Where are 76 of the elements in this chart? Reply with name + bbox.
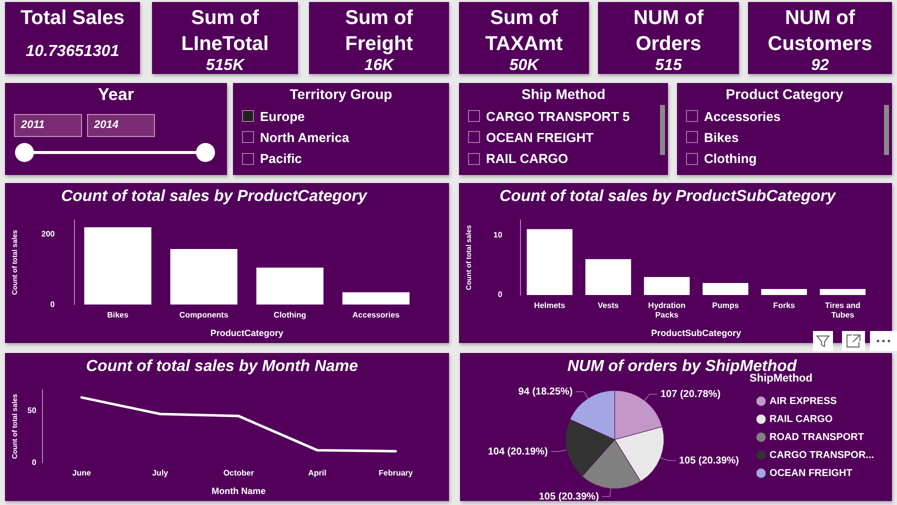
text: Ship Method [520,86,606,102]
chart-title: Count of total sales by ProductCategory [61,188,368,206]
text: NUM of Customers [766,6,874,57]
y-tick-label: 200 [41,229,56,238]
bar [526,229,572,295]
text: North America [260,130,350,145]
text: 10.73651301 [26,42,120,60]
y-tick-label: 0 [498,290,503,300]
text: Accessories [704,108,781,124]
chart-title: NUM of orders by ShipMethod [567,358,798,376]
text: Sum of Freight [344,6,414,57]
data-label: 105 (20.39%) [678,455,739,466]
x-tick-label: Vests [598,301,620,310]
text: Year [97,85,135,105]
chart-title: Count of total sales by Month Name [86,358,358,376]
x-tick-label: Components [179,310,229,320]
text: 92 [811,57,829,75]
x-tick-label: Pumps [712,301,740,310]
x-tick-label: Bikes [107,310,129,320]
x-axis-title: ProductSubCategory [651,328,742,338]
input-field: 2011 [14,114,82,137]
x-tick-label: February [378,468,414,478]
bar [820,289,866,295]
x-tick-label: Forks [773,301,796,310]
x-tick-label: June [72,468,92,478]
text: NUM of Orders [632,6,705,57]
legend-label: AIR EXPRESS [770,396,838,407]
text: Total Sales [20,6,125,31]
bar [702,283,748,295]
x-tick-label: Accessories [352,310,400,320]
bar [342,292,410,305]
text: OCEAN FREIGHT [486,130,594,145]
text: Pacific [260,151,302,166]
data-label: 105 (20.39%) [538,491,599,502]
legend-label: CARGO TRANSPOR... [770,450,874,461]
text: 16K [364,57,394,75]
text: 515K [206,57,244,75]
text: Clothing [704,151,757,166]
x-tick-label: October [223,468,254,478]
data-label: 94 (18.25%) [518,386,573,398]
bar [84,227,152,305]
y-tick-label: 10 [493,230,503,240]
x-tick-label: Tires and Tubes [824,301,861,320]
y-tick-label: 0 [50,300,56,309]
x-axis-title: ProductCategory [210,328,284,338]
bar [585,259,632,295]
text: Europe [260,108,305,124]
bar [761,289,807,295]
y-tick-label: 0 [32,458,37,467]
bar [644,277,690,295]
text: Bikes [704,130,739,145]
text: Territory Group [288,86,394,102]
legend-label: RAIL CARGO [770,414,833,425]
data-label: 107 (20.78%) [660,388,721,400]
input-field: 2014 [87,114,155,137]
x-tick-label: Helmets [534,301,566,310]
text: 515 [655,57,682,75]
text: Sum of LIneTotal [180,6,270,57]
text: 50K [509,57,539,75]
legend-label: OCEAN FREIGHT [770,468,852,479]
text: RAIL CARGO [486,151,568,166]
legend-title: ShipMethod [750,372,812,385]
chart-title: Count of total sales by ProductSubCategory [499,188,837,206]
x-tick-label: Hydration Packs [648,301,686,320]
x-tick-label: July [152,468,169,478]
x-tick-label: April [308,468,326,478]
bar [170,249,238,305]
bar [256,268,324,305]
text: CARGO TRANSPORT 5 [486,108,630,124]
y-tick-label: 50 [27,406,37,416]
data-label: 104 (20.19%) [488,446,548,458]
text: Sum of TAXAmt [484,6,564,57]
text: Product Category [724,86,844,102]
legend-label: ROAD TRANSPORT [770,432,864,443]
x-axis-title: Month Name [212,486,266,496]
x-tick-label: Clothing [274,310,306,320]
